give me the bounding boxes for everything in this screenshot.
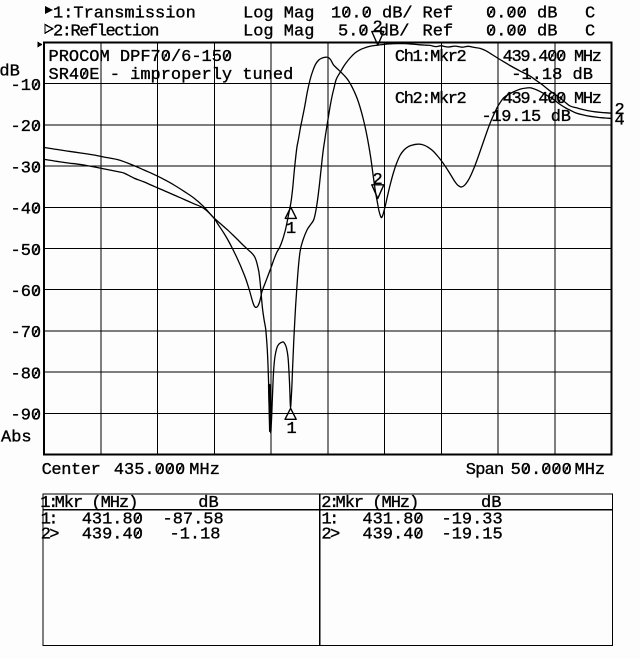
svg-text:439.40: 439.40 bbox=[362, 526, 423, 545]
svg-text:-19.15 dB: -19.15 dB bbox=[482, 108, 571, 127]
svg-text:1:Transmission: 1:Transmission bbox=[53, 4, 196, 23]
svg-text:Ch2:Mkr2: Ch2:Mkr2 bbox=[395, 90, 466, 109]
svg-text:Log Mag: Log Mag bbox=[243, 4, 314, 23]
svg-text:dB: dB bbox=[0, 62, 20, 81]
svg-text:439.400 MHz: 439.400 MHz bbox=[503, 48, 601, 67]
svg-text:-50: -50 bbox=[11, 242, 42, 261]
svg-text:1:: 1: bbox=[40, 494, 56, 513]
svg-text:Center: Center bbox=[42, 461, 101, 480]
svg-text:Ref: Ref bbox=[423, 23, 454, 42]
svg-text:2:: 2: bbox=[321, 494, 337, 513]
svg-text:-70: -70 bbox=[11, 324, 42, 343]
svg-text:dB: dB bbox=[481, 494, 501, 513]
svg-text:435.000: 435.000 bbox=[114, 461, 185, 480]
svg-text:2: 2 bbox=[373, 19, 383, 38]
svg-text:Ref: Ref bbox=[423, 4, 454, 23]
svg-text:-1.18: -1.18 bbox=[170, 526, 221, 545]
svg-text:431.80: 431.80 bbox=[362, 511, 423, 530]
svg-text:439.40: 439.40 bbox=[82, 526, 143, 545]
svg-text:2: 2 bbox=[615, 101, 625, 120]
svg-text:2:Reflection: 2:Reflection bbox=[53, 23, 158, 42]
svg-text:-19.15: -19.15 bbox=[442, 526, 503, 545]
svg-text:C: C bbox=[585, 23, 595, 42]
svg-text:50.000: 50.000 bbox=[511, 461, 572, 480]
svg-text:Mkr (MHz): Mkr (MHz) bbox=[336, 494, 419, 513]
svg-text:1:: 1: bbox=[322, 511, 337, 530]
svg-text:10.0 dB/: 10.0 dB/ bbox=[331, 4, 413, 23]
svg-text:-40: -40 bbox=[11, 201, 42, 220]
svg-text:4: 4 bbox=[615, 111, 625, 130]
svg-text:MHz: MHz bbox=[575, 461, 606, 480]
svg-text:Mkr (MHz): Mkr (MHz) bbox=[55, 494, 138, 513]
svg-text:-19.33: -19.33 bbox=[442, 511, 503, 530]
svg-text:1:: 1: bbox=[41, 511, 56, 530]
svg-text:-90: -90 bbox=[11, 407, 42, 426]
svg-text:2: 2 bbox=[373, 171, 383, 190]
svg-text:431.80: 431.80 bbox=[82, 511, 143, 530]
svg-text:2>: 2> bbox=[321, 526, 340, 545]
svg-text:-10: -10 bbox=[11, 77, 42, 96]
svg-text:Log Mag: Log Mag bbox=[243, 23, 314, 42]
svg-text:-87.58: -87.58 bbox=[163, 511, 224, 530]
svg-text:MHz: MHz bbox=[189, 461, 220, 480]
svg-text:C: C bbox=[585, 4, 595, 23]
svg-text:Abs: Abs bbox=[1, 429, 32, 448]
svg-text:-1.18 dB: -1.18 dB bbox=[511, 66, 593, 85]
svg-text:-60: -60 bbox=[11, 283, 42, 302]
svg-text:1: 1 bbox=[286, 220, 296, 239]
svg-text:-80: -80 bbox=[11, 365, 42, 384]
svg-text:PROCOM DPF70/6-150: PROCOM DPF70/6-150 bbox=[49, 48, 233, 67]
svg-text:-20: -20 bbox=[11, 118, 42, 137]
svg-text:Span: Span bbox=[466, 461, 504, 480]
svg-text:-30: -30 bbox=[11, 159, 42, 178]
svg-text:SR40E - improperly tuned: SR40E - improperly tuned bbox=[49, 66, 294, 85]
svg-text:Ch1:Mkr2: Ch1:Mkr2 bbox=[395, 48, 466, 67]
svg-text:0.00 dB: 0.00 dB bbox=[486, 23, 557, 42]
svg-text:dB: dB bbox=[198, 494, 218, 513]
svg-text:0.00 dB: 0.00 dB bbox=[486, 4, 557, 23]
svg-text:1: 1 bbox=[287, 420, 297, 439]
svg-text:2>: 2> bbox=[41, 526, 60, 545]
